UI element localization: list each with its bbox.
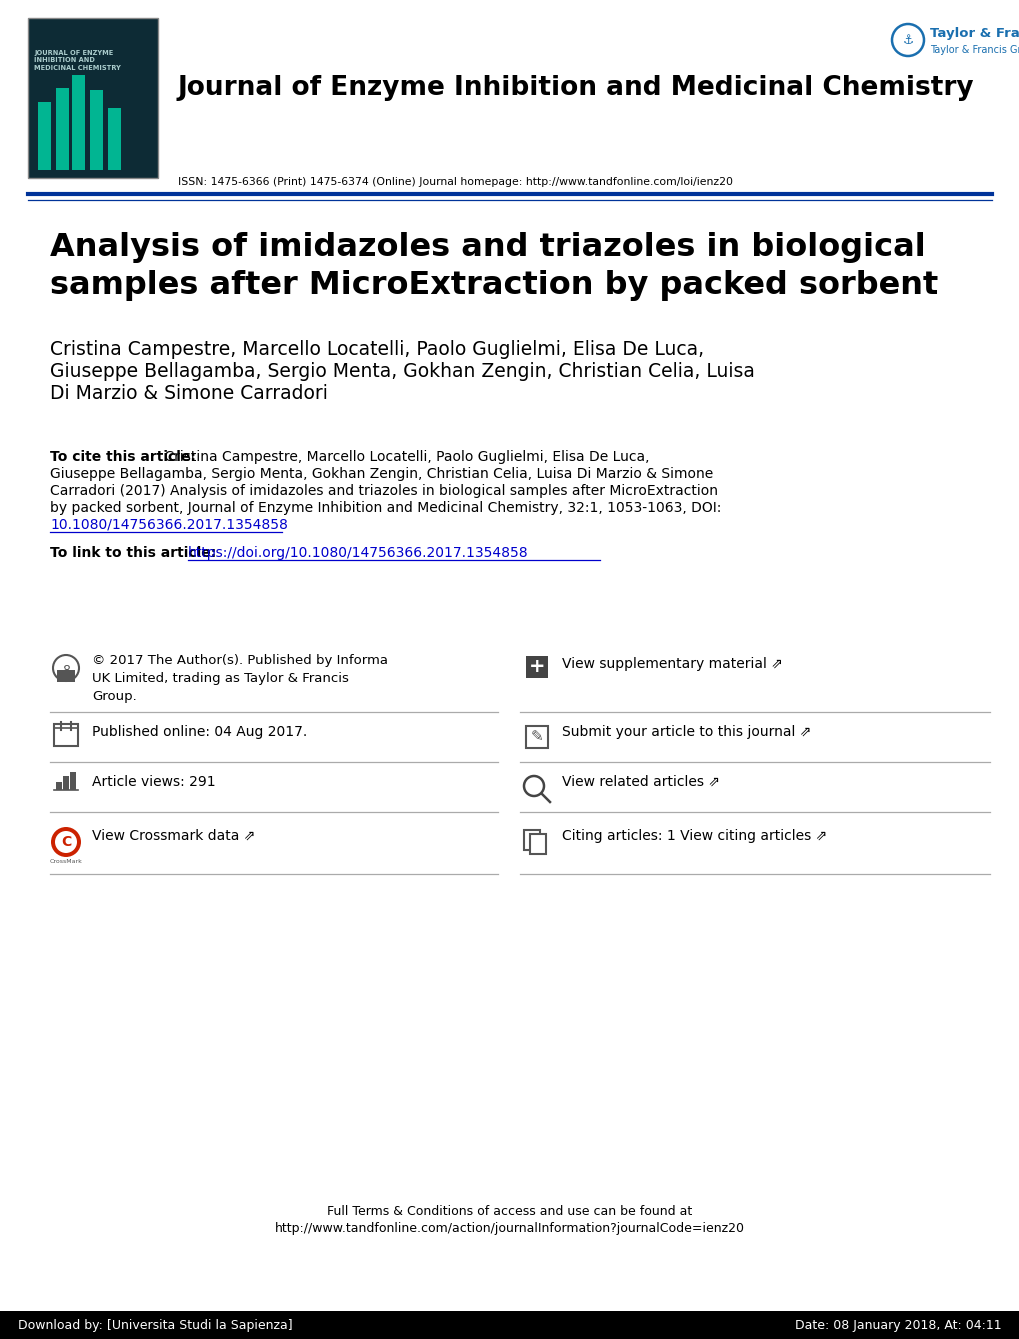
Circle shape <box>55 832 76 853</box>
Text: +: + <box>528 657 545 676</box>
Text: © 2017 The Author(s). Published by Informa
UK Limited, trading as Taylor & Franc: © 2017 The Author(s). Published by Infor… <box>92 653 387 703</box>
Text: Date: 08 January 2018, At: 04:11: Date: 08 January 2018, At: 04:11 <box>795 1319 1001 1331</box>
Text: View supplementary material ⇗: View supplementary material ⇗ <box>561 657 783 671</box>
Text: C: C <box>61 836 71 849</box>
FancyBboxPatch shape <box>108 108 121 170</box>
FancyBboxPatch shape <box>90 90 103 170</box>
Text: View related articles ⇗: View related articles ⇗ <box>561 775 719 789</box>
Text: ISSN: 1475-6366 (Print) 1475-6374 (Online) Journal homepage: http://www.tandfonl: ISSN: 1475-6366 (Print) 1475-6374 (Onlin… <box>178 177 733 187</box>
Text: Di Marzio & Simone Carradori: Di Marzio & Simone Carradori <box>50 384 327 403</box>
Text: Giuseppe Bellagamba, Sergio Menta, Gokhan Zengin, Christian Celia, Luisa: Giuseppe Bellagamba, Sergio Menta, Gokha… <box>50 362 754 382</box>
Text: To link to this article:: To link to this article: <box>50 546 216 560</box>
Text: ⚓: ⚓ <box>902 33 913 47</box>
Text: samples after MicroExtraction by packed sorbent: samples after MicroExtraction by packed … <box>50 270 937 301</box>
Text: 8: 8 <box>62 664 70 676</box>
FancyBboxPatch shape <box>63 777 69 790</box>
Text: Article views: 291: Article views: 291 <box>92 775 215 789</box>
FancyBboxPatch shape <box>28 17 158 178</box>
FancyBboxPatch shape <box>38 102 51 170</box>
Text: by packed sorbent, Journal of Enzyme Inhibition and Medicinal Chemistry, 32:1, 1: by packed sorbent, Journal of Enzyme Inh… <box>50 501 720 516</box>
FancyBboxPatch shape <box>57 670 75 682</box>
Text: Giuseppe Bellagamba, Sergio Menta, Gokhan Zengin, Christian Celia, Luisa Di Marz: Giuseppe Bellagamba, Sergio Menta, Gokha… <box>50 467 712 481</box>
Text: Journal of Enzyme Inhibition and Medicinal Chemistry: Journal of Enzyme Inhibition and Medicin… <box>178 75 974 100</box>
Text: Published online: 04 Aug 2017.: Published online: 04 Aug 2017. <box>92 724 307 739</box>
Text: Analysis of imidazoles and triazoles in biological: Analysis of imidazoles and triazoles in … <box>50 232 925 262</box>
Bar <box>0 1311 1019 1339</box>
FancyBboxPatch shape <box>56 782 62 790</box>
Circle shape <box>51 828 81 857</box>
Text: Cristina Campestre, Marcello Locatelli, Paolo Guglielmi, Elisa De Luca,: Cristina Campestre, Marcello Locatelli, … <box>160 450 649 465</box>
Text: Submit your article to this journal ⇗: Submit your article to this journal ⇗ <box>561 724 810 739</box>
Text: View Crossmark data ⇗: View Crossmark data ⇗ <box>92 829 255 844</box>
Text: Full Terms & Conditions of access and use can be found at: Full Terms & Conditions of access and us… <box>327 1205 692 1218</box>
Text: 10.1080/14756366.2017.1354858: 10.1080/14756366.2017.1354858 <box>50 518 287 532</box>
Text: Carradori (2017) Analysis of imidazoles and triazoles in biological samples afte: Carradori (2017) Analysis of imidazoles … <box>50 483 717 498</box>
FancyBboxPatch shape <box>72 75 85 170</box>
Text: JOURNAL OF ENZYME
INHIBITION AND
MEDICINAL CHEMISTRY: JOURNAL OF ENZYME INHIBITION AND MEDICIN… <box>34 50 121 71</box>
FancyBboxPatch shape <box>526 656 547 678</box>
Text: Citing articles: 1 View citing articles ⇗: Citing articles: 1 View citing articles … <box>561 829 826 844</box>
Text: CrossMark: CrossMark <box>50 860 83 864</box>
FancyBboxPatch shape <box>70 773 76 790</box>
Text: To cite this article:: To cite this article: <box>50 450 196 465</box>
Text: Download by: [Universita Studi la Sapienza]: Download by: [Universita Studi la Sapien… <box>18 1319 292 1331</box>
Text: Taylor & Francis: Taylor & Francis <box>929 27 1019 39</box>
Text: Cristina Campestre, Marcello Locatelli, Paolo Guglielmi, Elisa De Luca,: Cristina Campestre, Marcello Locatelli, … <box>50 340 703 359</box>
Text: https://doi.org/10.1080/14756366.2017.1354858: https://doi.org/10.1080/14756366.2017.13… <box>187 546 528 560</box>
Text: Taylor & Francis Group: Taylor & Francis Group <box>929 46 1019 55</box>
FancyBboxPatch shape <box>530 834 545 854</box>
Text: http://www.tandfonline.com/action/journalInformation?journalCode=ienz20: http://www.tandfonline.com/action/journa… <box>275 1223 744 1235</box>
FancyBboxPatch shape <box>56 88 69 170</box>
Text: ✎: ✎ <box>530 730 543 744</box>
